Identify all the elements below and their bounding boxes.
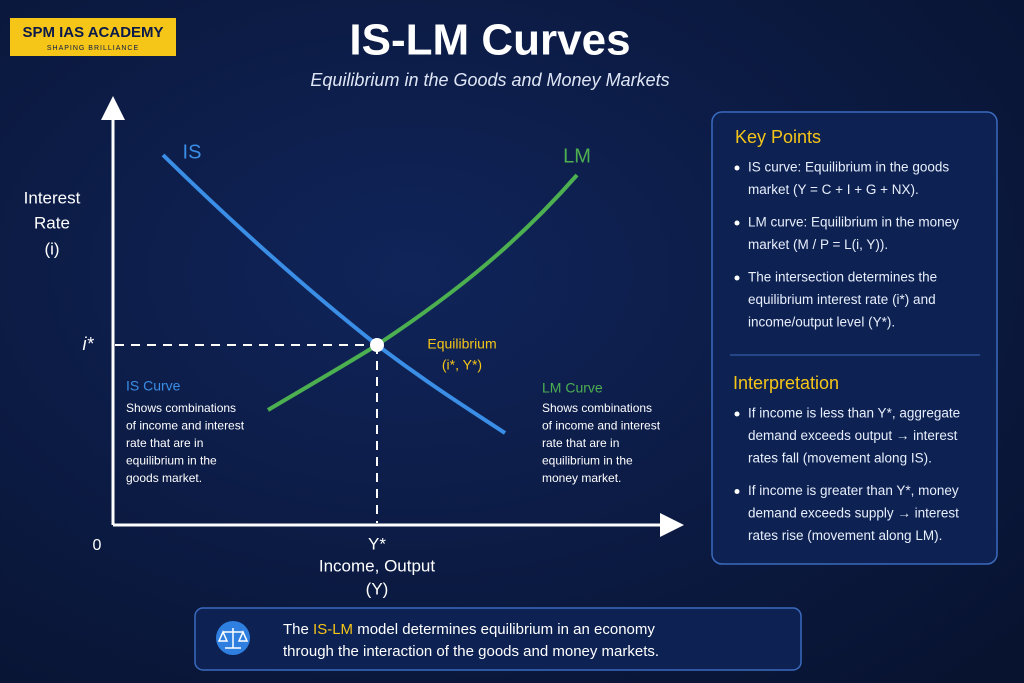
lm-label: LM <box>563 145 591 167</box>
note-line: goods market. <box>126 471 202 485</box>
i-star-label: i* <box>82 334 94 354</box>
note-line: money market. <box>542 471 621 485</box>
is-label: IS <box>183 141 202 163</box>
footer-box <box>194 607 802 671</box>
logo-name: SPM IAS ACADEMY <box>22 24 163 41</box>
bullet-line: The intersection determines the <box>748 270 937 285</box>
bullet-dot <box>734 165 740 171</box>
bullet-line: equilibrium interest rate (i*) and <box>748 292 936 307</box>
x-axis-label: Income, Output <box>319 556 436 575</box>
note-line: of income and interest <box>126 419 245 433</box>
info-panel <box>711 111 998 565</box>
bullet-line: demand exceeds supply → interest <box>748 506 959 521</box>
is-note-title: IS Curve <box>126 378 181 394</box>
y-star-label: Y* <box>368 534 386 553</box>
bullet-line: rates fall (movement along IS). <box>748 451 932 466</box>
note-line: rate that are in <box>126 436 203 450</box>
logo-tagline: SHAPING BRILLIANCE <box>47 45 139 52</box>
key-points-heading: Key Points <box>735 127 821 147</box>
bullet-line: If income is greater than Y*, money <box>748 483 959 498</box>
note-line: rate that are in <box>542 436 619 450</box>
footer-line: The IS-LM model determines equilibrium i… <box>283 621 655 638</box>
bullet-line: demand exceeds output → interest <box>748 428 958 443</box>
bullet-line: If income is less than Y*, aggregate <box>748 406 960 421</box>
equilibrium-label: Equilibrium <box>427 336 496 352</box>
bullet-line: market (M / P = L(i, Y)). <box>748 237 888 252</box>
y-axis-label: Interest <box>24 188 81 207</box>
bullet-dot <box>734 411 740 417</box>
logo-box <box>10 18 176 56</box>
equilibrium-label: (i*, Y*) <box>442 357 482 373</box>
lm-note-title: LM Curve <box>542 380 603 396</box>
interpretation-heading: Interpretation <box>733 373 839 393</box>
scale-icon-glyph <box>217 628 249 649</box>
note-line: equilibrium in the <box>126 454 217 468</box>
bullet-line: market (Y = C + I + G + NX). <box>748 182 919 197</box>
lm-curve <box>266 173 579 412</box>
footer-highlight: IS-LM <box>313 621 353 638</box>
note-line: Shows combinations <box>126 401 236 415</box>
origin-label: 0 <box>93 537 102 554</box>
bullet-dot <box>734 220 740 226</box>
note-line: of income and interest <box>542 419 661 433</box>
y-axis-label: (i) <box>44 239 59 258</box>
bullet-line: LM curve: Equilibrium in the money <box>748 215 959 230</box>
note-line: Shows combinations <box>542 401 652 415</box>
x-axis-label: (Y) <box>366 579 389 598</box>
y-axis-label: Rate <box>34 213 70 232</box>
is-curve <box>161 153 507 435</box>
bullet-line: rates rise (movement along LM). <box>748 528 942 543</box>
subtitle: Equilibrium in the Goods and Money Marke… <box>310 70 669 90</box>
footer-text: The <box>283 621 309 638</box>
footer-line: through the interaction of the goods and… <box>283 643 659 660</box>
bullet-line: IS curve: Equilibrium in the goods <box>748 160 949 175</box>
footer-text: model determines equilibrium in an econo… <box>357 621 655 638</box>
bullet-dot <box>734 489 740 494</box>
bullet-dot <box>734 275 740 281</box>
bullet-line: income/output level (Y*). <box>748 315 895 330</box>
equilibrium-point <box>370 338 384 352</box>
note-line: equilibrium in the <box>542 454 633 468</box>
title: IS-LM Curves <box>349 16 630 65</box>
